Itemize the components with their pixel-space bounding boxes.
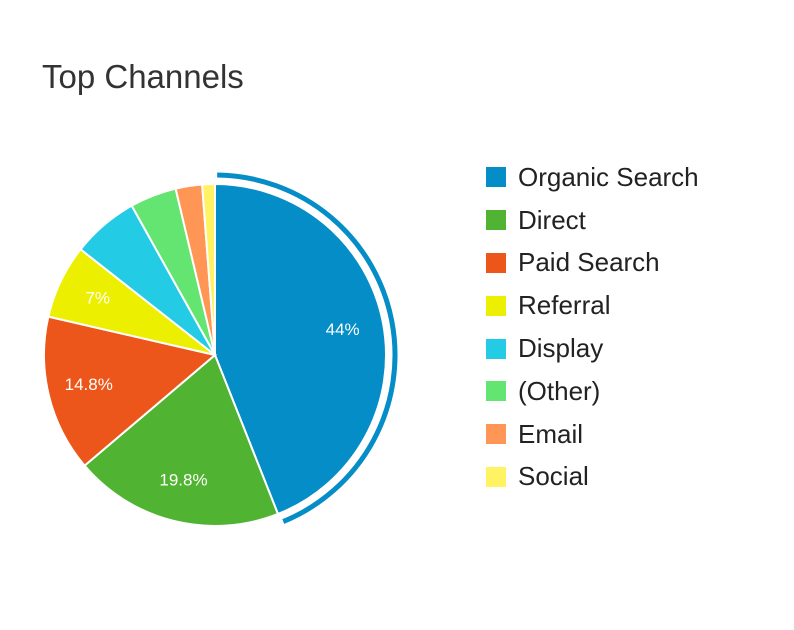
- legend-item-display[interactable]: Display: [486, 327, 699, 370]
- pie-slice-paid-search[interactable]: [43, 315, 218, 468]
- legend-swatch-referral: [486, 295, 506, 316]
- chart-title: Top Channels: [42, 58, 244, 95]
- legend-label: Referral: [518, 290, 611, 321]
- highlight-ring: [217, 172, 398, 524]
- slice-labels: 44% 19.8% 14.8% 7%: [65, 288, 360, 489]
- legend-label: Direct: [518, 204, 586, 235]
- data-label-organic-search: 44%: [326, 320, 360, 339]
- legend-item-email[interactable]: Email: [486, 413, 699, 456]
- pie-slices: [43, 182, 387, 527]
- legend-swatch-email: [486, 424, 506, 445]
- legend-label: (Other): [518, 375, 601, 406]
- legend-item-direct[interactable]: Direct: [486, 199, 699, 242]
- legend-item-referral[interactable]: Referral: [486, 284, 699, 327]
- legend-swatch-direct: [486, 210, 506, 231]
- legend-swatch-display: [486, 338, 506, 359]
- legend-item-paid-search[interactable]: Paid Search: [486, 242, 699, 285]
- pie-slice-direct[interactable]: [83, 353, 280, 527]
- legend-item-organic-search[interactable]: Organic Search: [486, 156, 699, 199]
- pie-slice-organic-search[interactable]: [214, 182, 387, 516]
- data-label-referral: 7%: [85, 288, 110, 307]
- legend-label: Paid Search: [518, 247, 660, 278]
- data-label-direct: 19.8%: [159, 471, 207, 490]
- legend-swatch-social: [486, 466, 506, 487]
- legend-swatch-other: [486, 381, 506, 402]
- highlight-ring-group: [217, 172, 398, 524]
- legend-label: Organic Search: [518, 161, 699, 192]
- pie-slice-social[interactable]: [201, 182, 216, 356]
- legend-item-other[interactable]: (Other): [486, 370, 699, 413]
- legend-label: Display: [518, 333, 604, 364]
- legend-swatch-organic-search: [486, 167, 506, 188]
- legend-label: Social: [518, 461, 589, 492]
- data-label-paid-search: 14.8%: [65, 375, 113, 394]
- legend-label: Email: [518, 418, 584, 449]
- legend: Organic Search Direct Paid Search Referral D…: [486, 156, 699, 498]
- legend-item-social[interactable]: Social: [486, 456, 699, 499]
- legend-swatch-paid-search: [486, 252, 506, 273]
